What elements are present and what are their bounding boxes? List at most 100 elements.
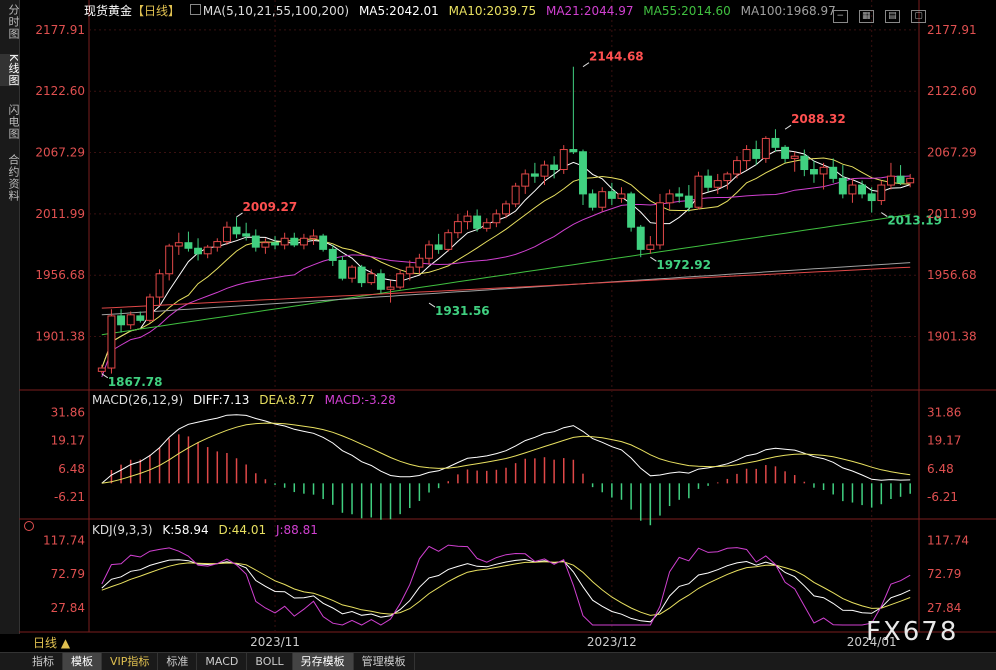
- macd-tick-right: -6.21: [927, 490, 958, 504]
- price-annotation: 1867.78: [108, 375, 163, 389]
- minimize-icon[interactable]: −: [832, 10, 848, 23]
- candle-body: [386, 286, 395, 290]
- window-controls: − ▦ ▤ ▢: [827, 3, 926, 23]
- ma10-value: MA10:2039.75: [448, 4, 537, 18]
- period-tag: 【日线】: [132, 4, 181, 18]
- candle-body: [684, 195, 693, 208]
- price-tick-left: 2067.29: [35, 146, 85, 160]
- candle-body: [165, 245, 174, 275]
- tab-boll[interactable]: BOLL: [247, 653, 293, 670]
- candle-body: [656, 202, 664, 246]
- tab-template[interactable]: 模板: [63, 653, 102, 670]
- tab-manage-template[interactable]: 管理模板: [354, 653, 415, 670]
- price-tick-right: 2177.91: [927, 23, 977, 37]
- candle-body: [858, 184, 867, 195]
- candle-body: [299, 237, 308, 246]
- ma21-value: MA21:2044.97: [545, 4, 634, 18]
- candle-body: [444, 232, 453, 250]
- price-tick-left: 1901.38: [35, 330, 85, 344]
- candle-body: [357, 266, 366, 284]
- tab-standard[interactable]: 标准: [158, 653, 198, 670]
- candle-body: [530, 173, 539, 177]
- candle-body: [579, 151, 587, 195]
- price-tick-left: 2177.91: [35, 23, 85, 37]
- macd-dea-line: [101, 422, 911, 484]
- layout-icon[interactable]: ▤: [884, 10, 900, 23]
- candle-body: [771, 137, 780, 148]
- ma21-line: [101, 175, 911, 378]
- sidebar-tab-timeshare[interactable]: 分时图: [7, 4, 20, 40]
- candle-body: [117, 315, 126, 326]
- macd-tick-left: 31.86: [51, 406, 85, 420]
- price-annotation: 2144.68: [589, 50, 644, 64]
- annotation-pointer: [428, 302, 436, 308]
- candle-body: [251, 235, 260, 248]
- candle-body: [559, 149, 568, 171]
- candle-body: [434, 244, 443, 250]
- candle-body: [704, 175, 713, 188]
- candle-body: [809, 169, 818, 175]
- period-button[interactable]: 日线 ▲: [33, 636, 71, 650]
- sidebar-tab-kline[interactable]: K线图: [0, 54, 20, 87]
- grid-icon[interactable]: ▦: [858, 10, 874, 23]
- kline-chart[interactable]: 2144.68 2088.32 2009.27 1972.92 1931.56 2013.…: [19, 0, 996, 652]
- tab-indicator[interactable]: 指标: [24, 653, 63, 670]
- candle-body: [482, 222, 491, 229]
- candle-body: [607, 191, 616, 199]
- bottom-toolbar: 指标 模板 VIP指标 标准 MACD BOLL 另存模板 管理模板: [0, 652, 996, 670]
- kdj-tick-right: 117.74: [927, 533, 969, 547]
- price-tick-right: 1901.38: [927, 330, 977, 344]
- macd-tick-right: 6.48: [927, 462, 954, 476]
- main-legend: 现货黄金【日线】 MA(5,10,21,55,100,200) MA5:2042…: [84, 2, 842, 19]
- symbol-name: 现货黄金: [84, 4, 133, 18]
- candle-body: [492, 213, 501, 224]
- candle-body: [213, 241, 222, 248]
- kdj-j: J:88.81: [275, 523, 318, 537]
- kdj-tick-left: 117.74: [43, 533, 85, 547]
- macd-dea: DEA:8.77: [259, 393, 315, 407]
- candle-body: [511, 185, 520, 205]
- sidebar: 分时图 K线图 闪电图 合约资料: [0, 0, 20, 634]
- candle-body: [145, 296, 154, 321]
- candle-body: [376, 273, 385, 290]
- candle-body: [723, 173, 732, 182]
- ma5-value: MA5:2042.01: [358, 4, 439, 18]
- price-annotation: 2009.27: [243, 200, 298, 214]
- ma55-line: [101, 214, 911, 336]
- price-tick-left: 2011.99: [35, 207, 85, 221]
- ma55-value: MA55:2014.60: [643, 4, 731, 18]
- price-tick-left: 1956.68: [35, 268, 85, 282]
- kdj-tick-right: 27.84: [927, 601, 961, 615]
- ma-icon: [189, 4, 201, 15]
- time-tick-label: 2024/01: [847, 635, 897, 649]
- settings-icon[interactable]: [24, 521, 34, 531]
- candle-body: [521, 173, 530, 187]
- candle-body: [309, 235, 318, 239]
- kdj-k: K:58.94: [162, 523, 209, 537]
- candle-body: [232, 226, 241, 235]
- macd-diff: DIFF:7.13: [192, 393, 250, 407]
- candle-body: [97, 367, 106, 372]
- candle-body: [184, 242, 193, 249]
- time-tick-label: 2023/12: [587, 635, 637, 649]
- candle-body: [107, 315, 116, 369]
- macd-value: MACD:-3.28: [324, 393, 396, 407]
- candle-body: [742, 149, 751, 162]
- candle-body: [627, 193, 636, 228]
- kdj-d: D:44.01: [218, 523, 267, 537]
- candle-body: [463, 215, 472, 223]
- price-tick-right: 2011.99: [927, 207, 977, 221]
- tab-save-template[interactable]: 另存模板: [292, 653, 354, 670]
- tab-macd[interactable]: MACD: [197, 653, 248, 670]
- candle-body: [348, 266, 356, 279]
- expand-icon[interactable]: ▢: [911, 10, 926, 23]
- sidebar-tab-flash[interactable]: 闪电图: [7, 104, 20, 140]
- candle-body: [222, 226, 231, 243]
- tab-vip-indicator[interactable]: VIP指标: [102, 653, 159, 670]
- macd-tick-right: 19.17: [927, 434, 961, 448]
- price-annotation: 2013.19: [887, 214, 942, 228]
- candle-body: [886, 175, 895, 186]
- price-tick-right: 1956.68: [927, 268, 977, 282]
- sidebar-tab-contract[interactable]: 合约资料: [7, 154, 20, 202]
- price-tick-left: 2122.60: [35, 84, 85, 98]
